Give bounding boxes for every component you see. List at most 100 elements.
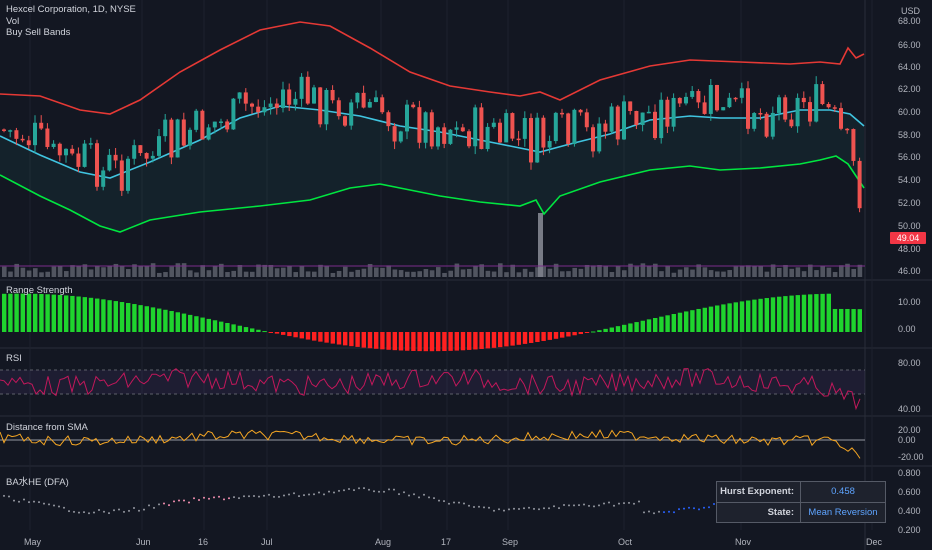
- volume-bar: [101, 267, 106, 277]
- hurst-dot: [193, 497, 195, 500]
- hurst-dot: [668, 510, 670, 513]
- hurst-dot: [283, 494, 285, 497]
- hurst-dot: [318, 491, 320, 494]
- candle-body: [727, 97, 732, 108]
- hurst-dot: [438, 499, 440, 502]
- range-bar: [770, 297, 776, 332]
- range-bar: [659, 316, 664, 332]
- hurst-dot: [113, 509, 115, 512]
- range-bar: [789, 295, 794, 332]
- volume-bar: [262, 264, 267, 277]
- volume-bar: [237, 265, 243, 277]
- hurst-dot: [53, 504, 55, 507]
- candle-body: [820, 84, 825, 105]
- candlesticks: [2, 71, 862, 213]
- hurst-dot: [58, 505, 60, 508]
- volume-bar: [113, 263, 119, 277]
- hurst-dot: [8, 495, 10, 498]
- hurst-dot: [238, 497, 240, 500]
- hurst-dot: [188, 501, 190, 504]
- hurst-dot: [323, 493, 325, 496]
- bands-indicator-label[interactable]: Buy Sell Bands: [6, 27, 71, 38]
- distance-title[interactable]: Distance from SMA: [6, 422, 88, 433]
- hurst-dot: [483, 506, 485, 509]
- candle-body: [448, 129, 453, 144]
- rsi-title[interactable]: RSI: [6, 353, 22, 364]
- hurst-dot: [538, 508, 540, 511]
- volume-bar: [584, 264, 590, 277]
- candle-body: [299, 76, 304, 99]
- volume-bar: [243, 271, 249, 277]
- candle-body: [312, 87, 316, 104]
- candle-body: [188, 129, 192, 146]
- candle-body: [535, 117, 540, 163]
- hurst-title[interactable]: BA水HE (DFA): [6, 477, 69, 488]
- candle-body: [764, 113, 769, 137]
- volume-bar: [752, 265, 757, 277]
- range-bar: [832, 308, 838, 332]
- candle-body: [832, 107, 837, 109]
- time-label: Sep: [502, 537, 518, 547]
- hurst-dot: [688, 506, 690, 509]
- volume-bar: [367, 263, 373, 277]
- rsi-path: [0, 368, 861, 411]
- price-tick: 66.00: [898, 40, 921, 50]
- range-bar: [405, 332, 410, 351]
- volume-bar: [132, 264, 137, 277]
- range-bar: [14, 293, 19, 332]
- range-bar: [188, 314, 193, 332]
- candle-body: [33, 122, 37, 146]
- volume-bar: [845, 263, 850, 277]
- volume-bar: [33, 268, 38, 277]
- volume-bar: [665, 265, 670, 277]
- state-value: Mean Reversion: [808, 507, 878, 518]
- range-bar: [157, 308, 162, 332]
- range-bar: [746, 300, 751, 332]
- hurst-dot: [398, 493, 400, 496]
- range-bar: [150, 307, 156, 332]
- candle-body: [57, 143, 62, 156]
- candle-body: [51, 143, 56, 147]
- hurst-dot: [223, 498, 225, 501]
- hurst-dot: [648, 510, 650, 513]
- candle-body: [318, 87, 323, 125]
- volume-bar: [690, 269, 695, 277]
- volume-bar: [826, 267, 832, 277]
- volume-bar: [653, 263, 658, 277]
- hurst-dot: [313, 493, 315, 496]
- rsi-tick: 80.00: [898, 358, 921, 368]
- range-bar: [436, 332, 441, 352]
- range-bar: [504, 332, 509, 347]
- hurst-dot: [273, 495, 275, 498]
- hurst-dot: [533, 507, 535, 510]
- hurst-dot: [308, 493, 310, 496]
- candle-body: [405, 104, 409, 132]
- range-bar: [454, 332, 459, 351]
- distance-line: [0, 429, 865, 459]
- hurst-dot: [708, 506, 710, 509]
- volume-bar: [801, 271, 807, 277]
- hurst-dot: [493, 509, 495, 512]
- range-bar: [826, 293, 831, 332]
- range-strength-title[interactable]: Range Strength: [6, 285, 73, 296]
- candle-body: [622, 101, 626, 140]
- range-bar: [739, 301, 745, 332]
- volume-bar: [758, 266, 763, 277]
- range-bar: [169, 311, 174, 332]
- candle-body: [225, 121, 230, 130]
- vol-indicator-label[interactable]: Vol: [6, 16, 20, 27]
- symbol-title[interactable]: Hexcel Corporation, 1D, NYSE: [6, 4, 136, 15]
- candle-body: [76, 153, 81, 167]
- candle-body: [529, 118, 533, 163]
- candle-body: [553, 112, 558, 142]
- hurst-dot: [158, 503, 160, 506]
- volume-bar: [622, 270, 627, 277]
- volume-bar: [522, 268, 528, 277]
- candle-body: [126, 158, 130, 191]
- rsi-tick: 40.00: [898, 404, 921, 414]
- candle-body: [609, 106, 614, 132]
- range-bar: [250, 328, 255, 332]
- range-bar: [268, 332, 273, 333]
- candle-body: [541, 117, 546, 148]
